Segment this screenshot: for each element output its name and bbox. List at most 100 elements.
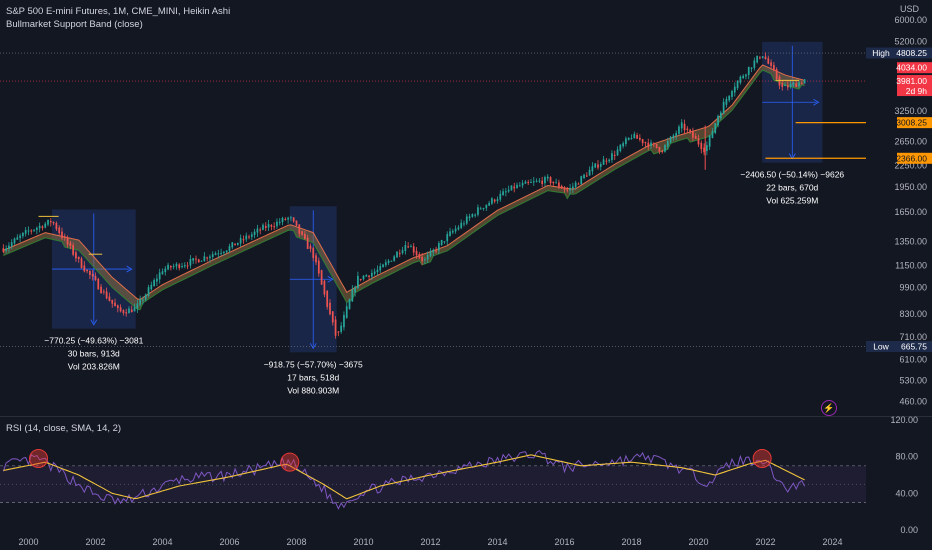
candle-body <box>733 86 736 93</box>
high-label-box <box>866 47 897 59</box>
target-2-badge-box <box>897 152 932 164</box>
low-value-badge: 665.75 <box>901 342 927 352</box>
candle-body <box>278 221 281 223</box>
time-tick-label: 2012 <box>420 537 440 547</box>
candle-body <box>382 264 384 268</box>
rsi-pane[interactable] <box>0 449 866 510</box>
candle-body <box>714 123 717 133</box>
candle-body <box>504 191 507 193</box>
candle-body <box>471 214 474 217</box>
candle-body <box>337 331 340 333</box>
candle-body <box>214 253 217 255</box>
candle-body <box>577 183 580 185</box>
candle-body <box>569 187 571 191</box>
candle-body <box>446 234 449 242</box>
candle-body <box>675 132 678 137</box>
price-tick-label: 610.00 <box>899 355 927 365</box>
candle-body <box>722 101 725 114</box>
candle-body <box>91 273 94 277</box>
candle-body <box>136 303 139 309</box>
candle-body <box>764 56 767 59</box>
candle-body <box>276 221 278 227</box>
candle-body <box>507 189 510 192</box>
time-tick-label: 2006 <box>219 537 239 547</box>
candle-body <box>270 225 273 227</box>
price-tick-label: 1650.00 <box>894 207 927 217</box>
rsi-peak-circle <box>752 449 772 468</box>
candle-body <box>552 181 555 184</box>
candle-body <box>474 214 477 216</box>
candle-body <box>16 237 19 240</box>
rsi-axis[interactable]: 120.00 80.00 40.00 0.00 <box>890 415 918 535</box>
candle-body <box>156 278 158 282</box>
candle-body <box>287 217 289 220</box>
study-legend[interactable]: Bullmarket Support Band (close) <box>6 19 143 30</box>
candle-body <box>527 182 530 184</box>
candle-body <box>429 251 432 257</box>
candle-body <box>49 221 52 223</box>
price-tick-label: 2650.00 <box>894 136 927 146</box>
candle-body <box>211 254 214 257</box>
price-axis[interactable]: USD 6000.00 5200.00 3250.00 2650.00 2250.00 1… <box>894 4 927 406</box>
rsi-peak-circle <box>280 452 300 472</box>
candle-body <box>465 216 468 224</box>
target-lines <box>765 122 866 159</box>
candle-body <box>518 185 521 187</box>
candle-body <box>178 264 181 269</box>
candle-body <box>513 186 516 189</box>
candle-body <box>44 223 47 228</box>
measure-2-line3: Vol 880.903M <box>287 385 339 395</box>
measure-1-line2: 30 bars, 913d <box>68 349 120 359</box>
candle-body <box>197 259 200 263</box>
candle-body <box>250 234 253 237</box>
high-label: High <box>872 48 890 58</box>
candle-body <box>451 230 454 233</box>
candle-body <box>521 183 524 186</box>
candle-body <box>756 55 758 63</box>
candle-body <box>792 82 795 85</box>
candle-body <box>750 67 753 69</box>
candle-body <box>555 182 557 184</box>
rsi-legend[interactable]: RSI (14, close, SMA, 14, 2) <box>6 423 122 434</box>
candle-body <box>613 154 616 156</box>
candle-body <box>164 268 167 273</box>
time-tick-label: 2014 <box>487 537 507 547</box>
candle-body <box>468 216 471 219</box>
candle-body <box>608 159 611 162</box>
candle-body <box>102 291 105 293</box>
candles-layer[interactable] <box>2 52 806 339</box>
candle-body <box>440 240 443 245</box>
candle-body <box>742 75 745 79</box>
lightning-icon[interactable]: ⚡ <box>821 400 837 416</box>
candle-body <box>647 142 650 148</box>
candle-body <box>563 187 566 190</box>
candle-body <box>172 266 175 268</box>
measure-1-line3: Vol 203.826M <box>68 362 120 372</box>
candle-body <box>30 230 33 232</box>
rsi-lines <box>2 449 806 510</box>
candle-body <box>485 204 488 209</box>
candle-body <box>454 228 457 232</box>
candle-body <box>488 202 490 206</box>
time-axis[interactable]: 2000 2002 2004 2006 2008 2010 2012 2014 2016 2018… <box>18 537 842 547</box>
candle-body <box>407 246 410 248</box>
candle-body <box>639 137 641 140</box>
candle-body <box>396 251 398 258</box>
candle-body <box>711 131 714 138</box>
candle-body <box>206 257 209 259</box>
candle-body <box>357 275 359 289</box>
candle-body <box>572 186 574 189</box>
measure-boxes <box>51 41 823 353</box>
candle-body <box>326 290 329 307</box>
symbol-legend[interactable]: S&P 500 E-mini Futures, 1M, CME_MINI, He… <box>6 6 231 17</box>
candle-body <box>544 177 546 184</box>
price-pane[interactable]: −770.25 (−49.63%) −3081 30 bars, 913d Vol … <box>0 0 866 416</box>
time-tick-label: 2002 <box>85 537 105 547</box>
candle-body <box>538 180 541 182</box>
candle-body <box>354 286 356 293</box>
candle-body <box>359 278 362 280</box>
candle-body <box>585 175 588 177</box>
candle-body <box>546 176 549 179</box>
